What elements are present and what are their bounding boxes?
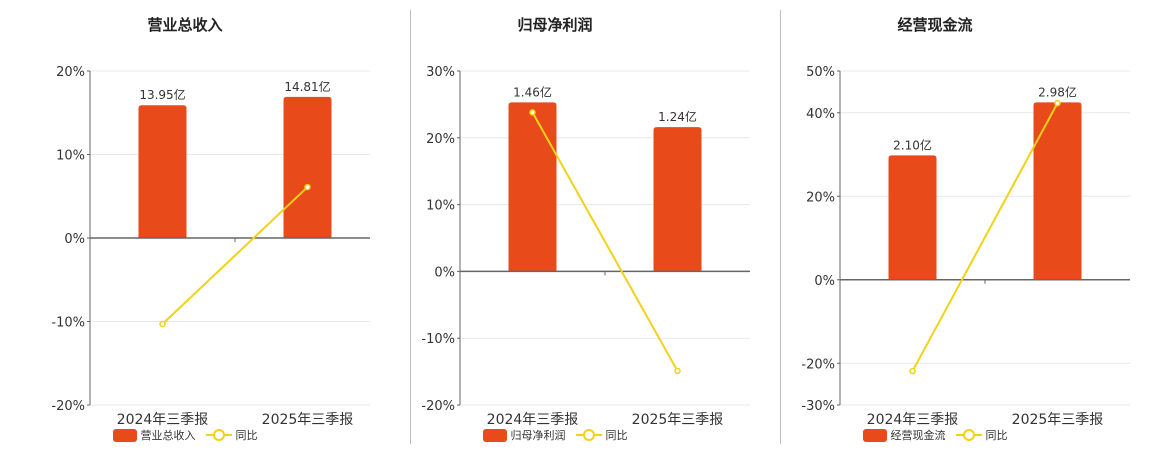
y-tick-label: 20%	[56, 65, 85, 80]
legend-bar-swatch	[862, 428, 887, 442]
bar	[1033, 102, 1082, 280]
chart-svg: 50% 40% 20% 0% -20% -30% 2.10亿 2.98亿 2024年三季报 202…	[801, 65, 1130, 428]
line-point	[304, 183, 311, 191]
legend-bar-label: 经营现金流	[890, 429, 946, 442]
y-tick-label: 50%	[806, 65, 835, 80]
bar-data-label: 2.98亿	[1038, 84, 1077, 99]
legend-bar-label: 营业总收入	[140, 429, 196, 442]
line-point	[1054, 99, 1061, 107]
legend-bar-swatch	[482, 428, 507, 442]
y-tick-label: 0%	[64, 232, 85, 247]
y-tick-label: 40%	[806, 107, 835, 122]
x-tick-label: 2025年三季报	[632, 412, 724, 428]
bar	[508, 102, 557, 272]
x-tick-label: 2024年三季报	[867, 412, 959, 428]
y-tick-label: -30%	[801, 399, 835, 414]
bar	[653, 127, 702, 272]
series-line	[911, 102, 1059, 372]
legend-item-line[interactable]: 同比	[575, 427, 628, 443]
line-point	[159, 320, 166, 328]
bar-data-label: 13.95亿	[139, 87, 185, 102]
y-tick-label: 10%	[56, 149, 85, 164]
chart-svg: 20% 10% 0% -10% -20% 13.95亿 14.81亿 2024年三季报 2025…	[51, 65, 370, 428]
legend: 经营现金流 同比	[750, 427, 1120, 443]
legend-line-label: 同比	[235, 429, 258, 442]
legend-line-label: 同比	[605, 429, 628, 442]
legend-line-swatch	[205, 429, 232, 441]
panel-divider	[780, 10, 781, 444]
legend-line-label: 同比	[985, 429, 1008, 442]
legend-bar-label: 归母净利润	[510, 429, 566, 442]
chart-title: 营业总收入	[147, 16, 223, 34]
bar-data-label: 14.81亿	[284, 79, 330, 94]
x-tick-label: 2025年三季报	[1012, 412, 1104, 428]
legend: 营业总收入 同比	[0, 427, 370, 443]
series-line	[161, 186, 309, 325]
panel-divider	[410, 10, 411, 444]
bar-data-label: 1.46亿	[513, 84, 552, 99]
bar-data-label: 1.24亿	[658, 109, 697, 124]
y-tick-label: 0%	[814, 274, 835, 289]
legend-item-line[interactable]: 同比	[205, 427, 258, 443]
bar	[283, 96, 332, 238]
legend: 归母净利润 同比	[370, 427, 740, 443]
y-tick-label: -10%	[51, 316, 85, 331]
line-point	[529, 109, 536, 116]
legend-item-bar[interactable]: 归母净利润	[482, 427, 566, 443]
legend-item-line[interactable]: 同比	[955, 427, 1008, 443]
legend-line-swatch	[955, 429, 982, 441]
chart-svg: 30% 20% 10% 0% -10% -20% 1.46亿 1.24亿 2024年三季报 202…	[421, 65, 750, 428]
y-tick-label: 10%	[426, 199, 455, 214]
y-tick-label: -20%	[801, 357, 835, 372]
chart-panel-cash-flow: 经营现金流 50% 40% 20% 0% -20% -30% 2.10亿 2.98亿 2024年…	[750, 0, 1130, 450]
line-point	[909, 367, 916, 375]
legend-line-swatch	[575, 429, 602, 441]
chart-title: 归母净利润	[517, 16, 593, 34]
legend-item-bar[interactable]: 营业总收入	[112, 427, 196, 443]
x-tick-label: 2025年三季报	[262, 412, 354, 428]
legend-bar-swatch	[112, 428, 137, 442]
chart-panel-revenue: 营业总收入 20% 10% 0% -10% -20% 13.95亿 14.81亿 2024年三…	[0, 0, 370, 450]
y-tick-label: 20%	[806, 190, 835, 205]
legend-item-bar[interactable]: 经营现金流	[862, 427, 946, 443]
chart-title: 经营现金流	[897, 16, 973, 34]
y-tick-label: 0%	[434, 265, 455, 280]
bar-data-label: 2.10亿	[893, 137, 932, 152]
series-line	[531, 111, 679, 372]
y-tick-label: 20%	[426, 132, 455, 147]
y-tick-label: -10%	[421, 332, 455, 347]
x-tick-label: 2024年三季报	[117, 412, 209, 428]
y-tick-label: 30%	[426, 65, 455, 80]
y-tick-label: -20%	[51, 399, 85, 414]
chart-panel-net-profit: 归母净利润 30% 20% 10% 0% -10% -20% 1.46亿 1.24亿 2024年…	[370, 0, 750, 450]
y-tick-label: -20%	[421, 399, 455, 414]
bar	[888, 155, 937, 280]
line-point	[674, 367, 681, 375]
x-tick-label: 2024年三季报	[487, 412, 579, 428]
bar	[138, 105, 187, 238]
